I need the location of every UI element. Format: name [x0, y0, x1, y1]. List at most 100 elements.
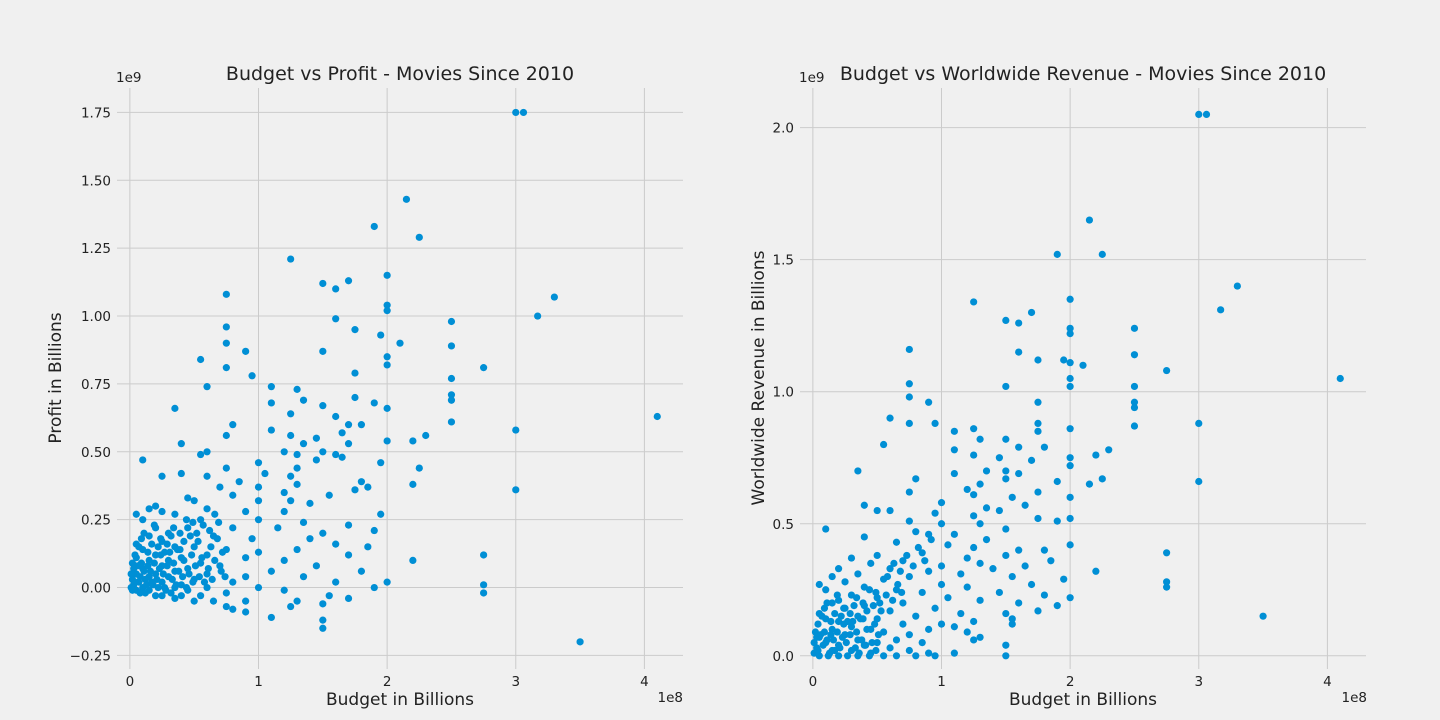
scatter-point: [344, 277, 353, 285]
scatter-point: [982, 504, 991, 512]
scatter-point: [274, 524, 282, 532]
grid-lines: [800, 88, 1366, 669]
scatter-point: [338, 429, 346, 437]
y-tick-label: 2.0: [773, 121, 794, 137]
scatter-point: [242, 573, 250, 581]
scatter-point: [158, 592, 166, 600]
scatter-point: [319, 402, 327, 410]
scatter-point: [892, 636, 901, 644]
scatter-point: [1015, 546, 1023, 554]
scatter-point: [211, 556, 219, 565]
scatter-point: [287, 431, 295, 440]
scatter-point: [819, 641, 827, 649]
scatter-point: [822, 525, 830, 533]
scatter-point: [1002, 525, 1010, 533]
scatter-point: [912, 475, 920, 483]
scatter-point: [1002, 382, 1010, 391]
scatter-point: [957, 609, 965, 618]
scatter-point: [995, 588, 1003, 597]
scatter-points: [127, 108, 661, 646]
scatter-point: [171, 594, 179, 603]
scatter-point: [1130, 398, 1139, 406]
scatter-point: [190, 497, 198, 505]
scatter-point: [206, 526, 214, 535]
scatter-point: [189, 518, 197, 526]
scatter-point: [898, 588, 906, 597]
scatter-point: [199, 521, 207, 529]
scatter-point: [833, 591, 841, 599]
scatter-point: [357, 567, 366, 575]
scatter-point: [576, 638, 584, 646]
scatter-point: [1066, 425, 1074, 433]
scatter-point: [222, 364, 230, 372]
scatter-point: [550, 293, 558, 301]
scatter-point: [1002, 435, 1010, 443]
scatter-point: [195, 573, 203, 581]
scatter-point: [280, 488, 288, 497]
scatter-point: [172, 581, 180, 589]
scatter-point: [189, 578, 197, 586]
scatter-point: [222, 464, 230, 472]
scatter-point: [151, 551, 160, 559]
scatter-point: [925, 649, 933, 657]
scatter-point: [370, 399, 378, 407]
scatter-point: [1163, 366, 1171, 375]
scatter-point: [383, 578, 391, 586]
scatter-point: [1259, 612, 1267, 620]
scatter-point: [1163, 578, 1171, 586]
scatter-point: [827, 617, 835, 626]
scatter-point: [872, 588, 880, 597]
scatter-point: [150, 559, 158, 567]
scatter-point: [319, 279, 327, 288]
scatter-point: [203, 505, 211, 513]
scatter-point: [860, 501, 868, 509]
scatter-point: [886, 414, 894, 422]
scatter-point: [173, 545, 182, 554]
scatter-point: [1008, 615, 1016, 623]
y-tick-label: 0.75: [81, 377, 111, 393]
scatter-point: [925, 398, 933, 406]
scatter-point: [139, 456, 147, 464]
scatter-point: [1015, 443, 1023, 451]
scatter-point: [1034, 419, 1042, 427]
scatter-point: [377, 331, 385, 339]
scatter-point: [177, 592, 185, 600]
scatter-point: [872, 646, 880, 655]
scatter-point: [1163, 549, 1171, 557]
y-tick-label: 0.0: [773, 649, 794, 665]
scatter-point: [931, 509, 939, 517]
scatter-point: [823, 636, 831, 644]
scatter-point: [383, 271, 391, 279]
scatter-point: [287, 472, 295, 480]
scatter-point: [158, 507, 166, 516]
scatter-point: [186, 532, 194, 540]
scatter-point: [1040, 591, 1049, 599]
scatter-point: [293, 385, 301, 393]
scatter-point: [963, 554, 971, 562]
scatter-point: [869, 602, 877, 610]
scatter-point: [970, 491, 978, 499]
scatter-point: [136, 573, 144, 581]
scatter-point: [909, 562, 917, 570]
scatter-point: [197, 516, 205, 524]
scatter-point: [1015, 319, 1023, 327]
scatter-point: [899, 599, 907, 607]
scatter-point: [829, 636, 838, 644]
scatter-point: [1053, 250, 1061, 258]
scatter-point: [1034, 356, 1042, 364]
scatter-point: [170, 559, 178, 567]
scatter-point: [180, 537, 188, 545]
scatter-point: [208, 575, 216, 584]
scatter-point: [1130, 324, 1139, 332]
scatter-point: [1034, 488, 1042, 496]
scatter-point: [222, 290, 230, 298]
scatter-point: [242, 554, 250, 562]
scatter-point: [1195, 477, 1203, 486]
scatter-point: [182, 516, 191, 524]
scatter-point: [1130, 422, 1139, 430]
scatter-point: [222, 323, 230, 331]
scatter-point: [229, 524, 237, 532]
scatter-point: [976, 480, 984, 488]
scatter-point: [892, 538, 901, 546]
